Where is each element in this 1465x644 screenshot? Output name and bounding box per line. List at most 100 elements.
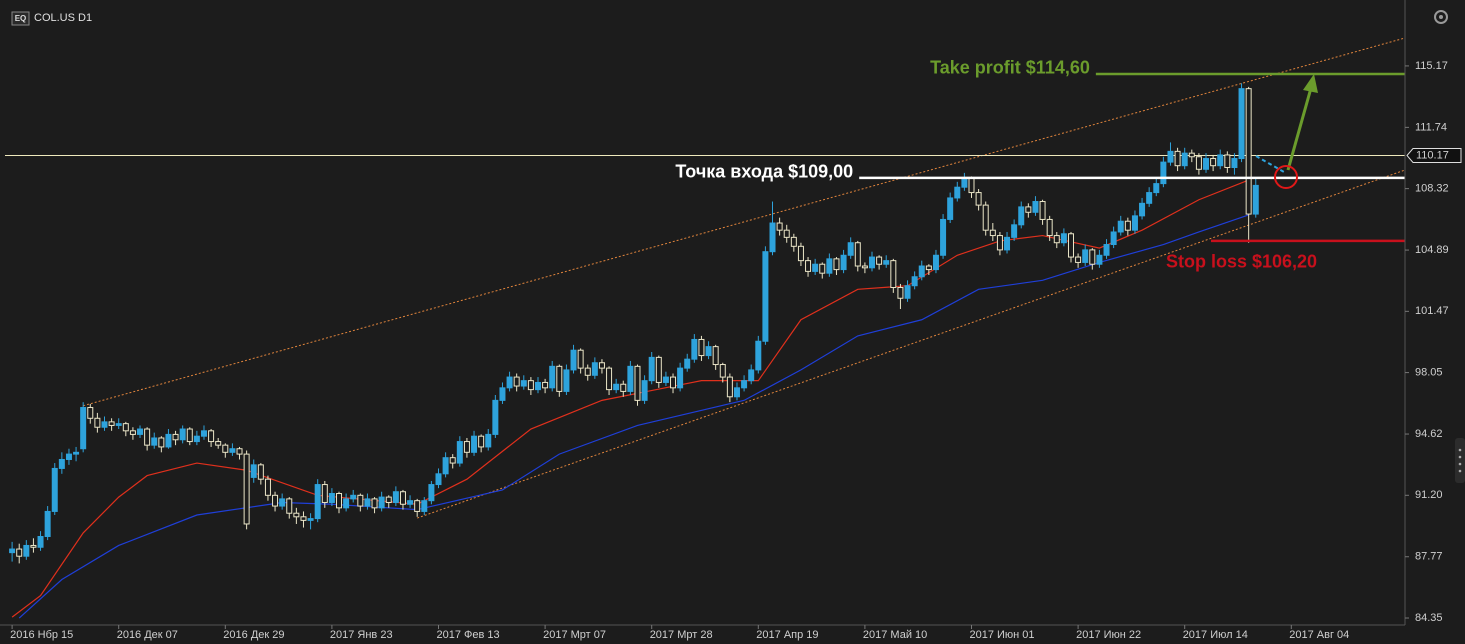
channel-line: [417, 169, 1406, 519]
x-tick-label: 2016 Дек 29: [223, 629, 284, 641]
candle-body: [982, 204, 989, 231]
candle-body: [499, 387, 506, 401]
candle-body: [989, 229, 996, 237]
symbol-badge-box: [11, 11, 30, 26]
candle-body: [1067, 233, 1074, 258]
candle-body: [911, 276, 918, 287]
y-tick-label: 115.17: [1415, 60, 1448, 72]
candle-body: [641, 380, 648, 401]
candle-body: [769, 222, 776, 253]
candle-body: [23, 544, 30, 557]
candle-body: [1174, 150, 1181, 167]
candle-body: [87, 407, 94, 419]
x-tick-label: 2017 Мрт 28: [650, 629, 713, 641]
candle-body: [570, 349, 577, 371]
candle-body: [1110, 231, 1117, 246]
candle-body: [357, 494, 364, 507]
candle-body: [947, 197, 954, 220]
candle-body: [279, 498, 286, 507]
y-tick-label: 84.35: [1415, 612, 1443, 624]
settings-icon[interactable]: [1434, 10, 1448, 24]
candle-body: [16, 548, 23, 557]
candle-body: [73, 451, 80, 455]
y-tick-label: 91.20: [1415, 489, 1443, 501]
candle-body: [534, 381, 541, 391]
moving-average: [11, 179, 1249, 618]
candle-body: [677, 367, 684, 389]
candle-body: [1082, 249, 1089, 263]
candle-body: [755, 340, 762, 371]
candle-body: [257, 464, 264, 480]
candle-body: [613, 383, 620, 391]
candle-body: [1231, 158, 1238, 168]
candle-body: [264, 478, 271, 496]
y-tick-label: 87.77: [1415, 551, 1443, 563]
side-handle[interactable]: [1455, 438, 1465, 483]
candle-body: [790, 236, 797, 247]
candle-body: [456, 441, 463, 464]
candle-body: [51, 467, 58, 512]
candle-body: [549, 365, 556, 389]
candle-body: [115, 423, 122, 426]
candle-body: [506, 376, 513, 389]
candle-body: [222, 444, 229, 453]
candle-body: [1124, 220, 1131, 231]
y-tick-label: 108.32: [1415, 183, 1449, 195]
candle-body: [854, 242, 861, 267]
candle-body: [826, 258, 833, 274]
candle-body: [200, 430, 207, 437]
candle-body: [726, 376, 733, 398]
candle-body: [1167, 150, 1174, 163]
x-tick-label: 2017 Янв 23: [330, 629, 393, 641]
candle-body: [37, 536, 44, 548]
candle-body: [776, 222, 783, 231]
candle-body: [129, 430, 136, 435]
candle-body: [1103, 244, 1110, 256]
x-tick-label: 2017 Апр 19: [756, 629, 818, 641]
candle-body: [996, 235, 1003, 251]
candle-body: [819, 263, 826, 274]
candle-body: [165, 433, 172, 448]
candle-body: [577, 349, 584, 369]
candle-body: [1053, 235, 1060, 244]
candle-body: [371, 498, 378, 509]
candle-body: [350, 494, 357, 500]
candle-body: [463, 441, 470, 453]
candle-body: [1089, 249, 1096, 265]
candle-body: [300, 516, 307, 521]
candle-body: [65, 453, 72, 460]
candle-body: [1004, 236, 1011, 251]
target-arrow: [1286, 87, 1313, 171]
x-tick-label: 2017 Июл 14: [1183, 629, 1248, 641]
candle-body: [193, 435, 200, 443]
candle-body: [712, 346, 719, 366]
candle-body: [513, 376, 520, 387]
x-tick-label: 2017 Фев 13: [437, 629, 500, 641]
candle-body: [407, 500, 414, 505]
x-tick-label: 2016 Нбр 15: [10, 629, 73, 641]
candle-body: [179, 428, 186, 441]
moving-average: [18, 214, 1249, 619]
y-tick-label: 101.47: [1415, 305, 1449, 317]
candle-body: [897, 287, 904, 299]
candle-body: [321, 484, 328, 503]
x-tick-label: 2017 Июн 01: [969, 629, 1034, 641]
candle-body: [1046, 218, 1053, 237]
candle-body: [925, 265, 932, 271]
symbol-badge: EQ: [15, 14, 27, 23]
candle-body: [684, 358, 691, 369]
channel-line: [83, 37, 1406, 407]
candle-body: [655, 356, 662, 383]
candle-body: [1203, 158, 1210, 170]
candle-body: [1188, 152, 1195, 158]
candle-body: [954, 186, 961, 199]
candle-body: [478, 435, 485, 448]
candle-body: [122, 423, 129, 432]
candle-body: [691, 338, 698, 360]
candle-body: [591, 362, 598, 376]
candle-body: [1195, 156, 1202, 170]
candle-body: [961, 177, 968, 188]
candle-body: [364, 498, 371, 507]
